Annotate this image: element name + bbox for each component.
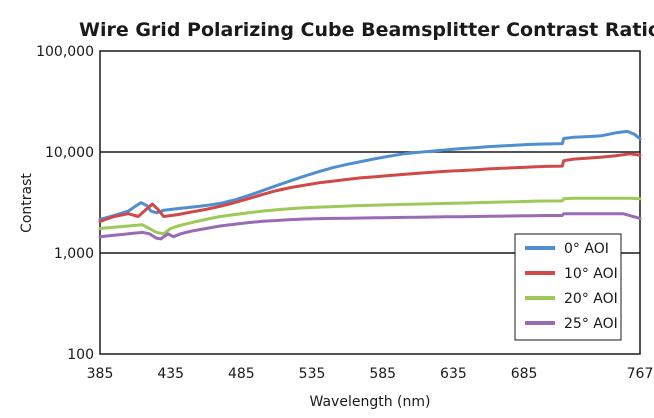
series-lines	[98, 129, 642, 241]
y-tick-label: 1,000	[54, 246, 94, 262]
x-tick-label: 685	[511, 366, 538, 382]
legend-label: 0° AOI	[564, 241, 609, 257]
plot-frame	[99, 50, 641, 355]
x-tick-labels: 385 435 485 535 585 635 685 767	[87, 366, 654, 382]
legend-label: 10° AOI	[564, 266, 618, 282]
series-line	[98, 152, 642, 223]
series-line	[98, 212, 642, 241]
legend-items: 0° AOI 10° AOI 20° AOI 25° AOI	[525, 241, 618, 332]
x-tick-label: 385	[87, 366, 114, 382]
y-tick-label: 100	[67, 347, 94, 363]
x-tick-label: 767	[627, 366, 654, 382]
y-tick-labels: 100 1,000 10,000 100,000	[36, 44, 94, 363]
legend-label: 20° AOI	[564, 291, 618, 307]
y-tick-label: 100,000	[36, 44, 94, 60]
legend-label: 25° AOI	[564, 316, 618, 332]
x-tick-label: 585	[369, 366, 396, 382]
x-tick-label: 485	[228, 366, 255, 382]
series-line	[98, 196, 642, 236]
y-axis-label: Contrast	[19, 173, 35, 233]
x-axis-label: Wavelength (nm)	[310, 394, 431, 410]
x-tick-label: 435	[157, 366, 184, 382]
x-tick-label: 535	[299, 366, 326, 382]
x-tick-label: 635	[440, 366, 467, 382]
y-tick-label: 10,000	[45, 145, 94, 161]
legend: 0° AOI 10° AOI 20° AOI 25° AOI	[514, 233, 622, 341]
chart-title: Wire Grid Polarizing Cube Beamsplitter C…	[79, 19, 654, 41]
